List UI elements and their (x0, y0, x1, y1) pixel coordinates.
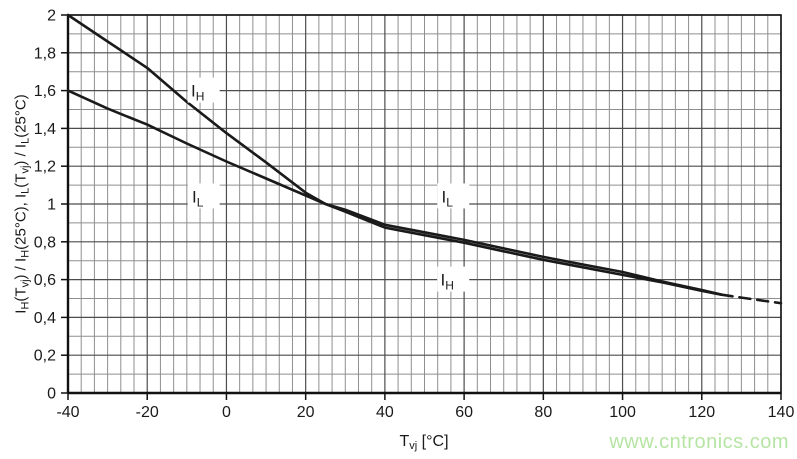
curve-label-il: IL (192, 187, 204, 209)
y-tick-label: 0,6 (34, 272, 56, 289)
y-tick-label: 1,8 (34, 45, 56, 62)
curve-label-il: IL (442, 187, 454, 209)
y-tick-label: 0 (47, 386, 56, 403)
x-tick-label: 120 (688, 404, 715, 421)
curve-extrapolated-merged (720, 293, 783, 305)
x-tick-label: -40 (56, 404, 79, 421)
curves (66, 13, 783, 305)
curve-label-backing (437, 183, 470, 209)
ticks-and-tick-labels: -40 -20 0 20 40 60 80 100 120 140 0 0,2 0,4 0,6 0,8 1 1,… (34, 8, 795, 422)
x-tick-label: 140 (768, 404, 795, 421)
curve-label-backing (187, 183, 220, 209)
y-tick-label: 0,8 (34, 234, 56, 251)
x-tick-label: 80 (534, 404, 552, 421)
x-tick-label: 20 (297, 404, 315, 421)
curve-label-backing (187, 77, 220, 103)
y-axis-title: IH(Tvj) / IH(25°C), IL(Tvj) / IL(25°C) (12, 94, 32, 314)
y-tick-label: 1,2 (34, 159, 56, 176)
x-tick-label: 100 (609, 404, 636, 421)
y-tick-label: 1 (47, 197, 56, 214)
y-tick-label: 0,4 (34, 310, 56, 327)
x-tick-label: -20 (136, 404, 159, 421)
y-tick-label: 2 (47, 8, 56, 25)
curve-i-l (66, 89, 723, 296)
x-tick-label: 40 (376, 404, 394, 421)
x-axis-title: Tvj [°C] (399, 433, 449, 452)
grid-major (67, 14, 782, 394)
x-tick-label: 60 (455, 404, 473, 421)
y-tick-label: 1,6 (34, 83, 56, 100)
x-tick-label: 0 (222, 404, 231, 421)
y-tick-label: 0,2 (34, 348, 56, 365)
curve-label-backing (437, 266, 470, 292)
curve-i-h (66, 13, 723, 296)
y-tick-label: 1,4 (34, 121, 56, 138)
watermark-cntronics: www.cntronics.com (609, 431, 789, 453)
